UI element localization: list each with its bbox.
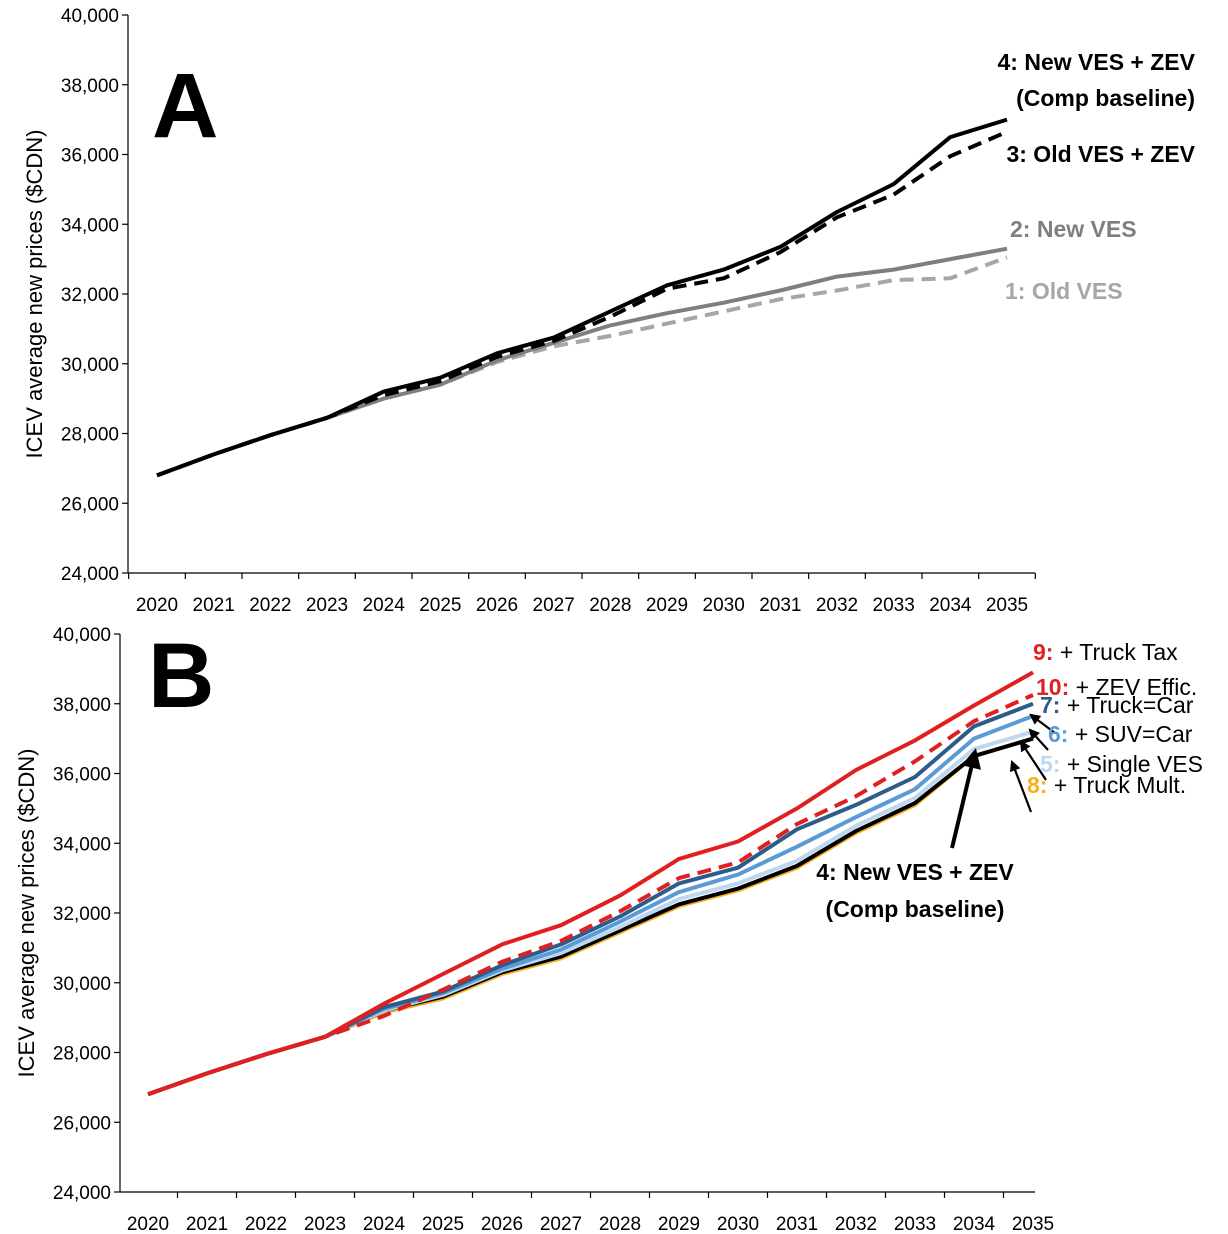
y-axis-label: ICEV average new prices ($CDN) (22, 130, 47, 459)
x-tick-label: 2021 (193, 595, 235, 616)
x-tick-label: 2028 (599, 1214, 641, 1234)
series-label-s10: 10: + ZEV Effic. (1036, 674, 1197, 700)
series-label-number: 4: New VES + ZEV (998, 49, 1196, 75)
x-tick-label: 2024 (363, 1214, 406, 1234)
y-tick-label: 40,000 (53, 625, 111, 646)
series-label-number: 8: (1027, 772, 1047, 798)
series-line-s4 (156, 117, 1008, 478)
series-label-s4: 4: New VES + ZEV (998, 49, 1196, 75)
y-tick-label: 40,000 (61, 6, 119, 27)
series-label-text: + Truck Mult. (1047, 772, 1186, 798)
x-tick-label: 2028 (589, 595, 631, 616)
x-tick-label: 2035 (986, 595, 1028, 616)
x-tick-label: 2022 (249, 595, 291, 616)
x-tick-label: 2033 (873, 595, 915, 616)
x-tick-label: 2031 (776, 1214, 818, 1234)
series-label-number: 3: Old VES + ZEV (1006, 141, 1195, 167)
series-label-number: 4: New VES + ZEV (816, 859, 1014, 885)
y-tick-label: 26,000 (61, 494, 119, 515)
x-tick-label: 2023 (304, 1214, 346, 1234)
series-line-s1 (156, 255, 1008, 478)
y-tick-label: 38,000 (61, 76, 119, 97)
x-tick-label: 2027 (540, 1214, 582, 1234)
y-tick-label: 26,000 (53, 1113, 111, 1134)
series-label-text: + Truck Tax (1053, 639, 1178, 665)
series-label-s1: 1: Old VES (1005, 278, 1123, 304)
annotation-arrow (1019, 740, 1047, 781)
series-label-s5: 5: + Single VES (1040, 751, 1203, 777)
panel-b: 24,000 26,000 28,000 30,000 32,000 34,000 36,0… (14, 625, 1203, 1234)
series-label-s3: 3: Old VES + ZEV (1006, 141, 1195, 167)
x-tick-label: 2025 (422, 1214, 464, 1234)
y-tick-label: 34,000 (61, 215, 119, 236)
series-line-s9 (147, 670, 1034, 1097)
series-label-text: + Single VES (1060, 751, 1203, 777)
x-tick-label: 2025 (419, 595, 461, 616)
annotation-arrow (1028, 728, 1049, 751)
series-label-line2: (Comp baseline) (826, 896, 1005, 922)
series-label-number: 5: (1040, 751, 1060, 777)
x-tick-label: 2034 (929, 595, 972, 616)
y-tick-label: 28,000 (61, 425, 119, 446)
y-tick-label: 36,000 (53, 765, 111, 786)
y-tick-label: 28,000 (53, 1044, 111, 1065)
y-tick-label: 32,000 (61, 285, 119, 306)
x-tick-label: 2020 (127, 1214, 169, 1234)
panel-a: 24,000 26,000 28,000 30,000 32,000 34,000 36,0… (22, 6, 1196, 616)
y-axis-label: ICEV average new prices ($CDN) (14, 749, 39, 1078)
series-label-line2: (Comp baseline) (1016, 85, 1195, 111)
annotation-arrow (1029, 713, 1056, 734)
x-tick-label: 2021 (186, 1214, 228, 1234)
series-label-number: 7: (1040, 692, 1060, 718)
x-tick-label: 2029 (658, 1214, 700, 1234)
series-line-s10 (147, 693, 1034, 1097)
annotation-arrow (950, 748, 981, 849)
annotation-arrow (1009, 759, 1033, 813)
series-label-text: + SUV=Car (1068, 721, 1192, 747)
x-tick-label: 2023 (306, 595, 348, 616)
series-label-s2: 2: New VES (1010, 216, 1137, 242)
series-label-s6: 6: + SUV=Car (1048, 721, 1193, 747)
panel-letter: B (148, 625, 214, 727)
x-tick-label: 2024 (363, 595, 406, 616)
y-tick-label: 30,000 (53, 974, 111, 995)
y-tick-label: 32,000 (53, 904, 111, 925)
x-tick-label: 2033 (894, 1214, 936, 1234)
series-label-number: 10: (1036, 674, 1069, 700)
series-label-s4: 4: New VES + ZEV (816, 859, 1014, 885)
x-tick-label: 2020 (136, 595, 178, 616)
x-tick-label: 2026 (481, 1214, 523, 1234)
series-label-number: 6: (1048, 721, 1068, 747)
y-tick-label: 36,000 (61, 146, 119, 167)
series-label-text: + Truck=Car (1060, 692, 1193, 718)
series-line-s3 (156, 129, 1008, 478)
x-tick-label: 2031 (759, 595, 801, 616)
y-tick-label: 30,000 (61, 355, 119, 376)
y-tick-label: 34,000 (53, 834, 111, 855)
x-tick-label: 2032 (835, 1214, 877, 1234)
series-label-number: 9: (1033, 639, 1053, 665)
x-tick-label: 2032 (816, 595, 858, 616)
x-tick-label: 2026 (476, 595, 518, 616)
series-label-number: 1: Old VES (1005, 278, 1123, 304)
series-label-s9: 9: + Truck Tax (1033, 639, 1178, 665)
x-tick-label: 2030 (703, 595, 745, 616)
series-label-text: + ZEV Effic. (1069, 674, 1197, 700)
x-tick-label: 2035 (1012, 1214, 1054, 1234)
y-tick-label: 38,000 (53, 695, 111, 716)
x-tick-label: 2022 (245, 1214, 287, 1234)
x-tick-label: 2034 (953, 1214, 996, 1234)
series-label-number: 2: New VES (1010, 216, 1137, 242)
y-tick-label: 24,000 (61, 564, 119, 585)
x-tick-label: 2027 (533, 595, 575, 616)
x-tick-label: 2030 (717, 1214, 759, 1234)
series-label-s8: 8: + Truck Mult. (1027, 772, 1186, 798)
panel-letter: A (152, 55, 218, 157)
series-label-s7: 7: + Truck=Car (1040, 692, 1194, 718)
y-tick-label: 24,000 (53, 1183, 111, 1204)
x-tick-label: 2029 (646, 595, 688, 616)
